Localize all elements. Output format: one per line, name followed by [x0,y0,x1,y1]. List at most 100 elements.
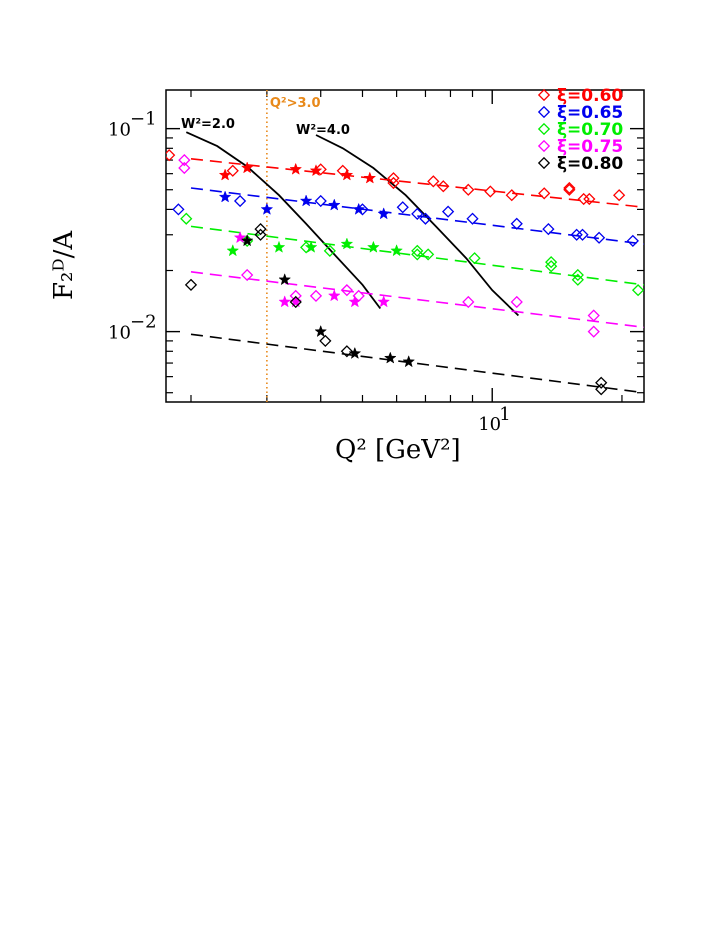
series-ξ=0.60 [166,149,644,209]
diamond-point [468,252,481,265]
star-point [363,171,377,184]
diamond-point [537,122,551,136]
plot-area [166,90,644,402]
diamond-point [180,212,193,225]
y-tick-exponent: −2 [130,312,157,333]
diamond-point [314,194,327,208]
star-point [233,231,247,244]
diamond-point [545,255,558,269]
star-point [289,295,303,308]
star-point [240,234,254,247]
y-tick-label: 10 [108,120,131,141]
diamond-point [571,268,584,282]
diamond-point [422,248,435,261]
series-ξ=0.80 [184,222,644,396]
x-tick-label: 10 [478,414,501,435]
star-point [390,244,403,257]
diamond-point [576,228,589,241]
diamond-point [336,164,349,177]
diamond-point [233,194,247,208]
diamond-point [178,153,191,167]
fit-line [190,187,644,245]
diamond-point [583,192,596,206]
diamond-point [537,88,551,102]
star-point [383,351,397,364]
plot-frame [165,89,645,403]
diamond-point [537,156,551,170]
diamond-point [510,217,523,230]
diamond-point [577,192,590,206]
diamond-point [319,334,332,348]
star-point [377,295,391,308]
q2-cut-label: Q²>3.0 [270,96,321,111]
legend-entry: ξ=0.65 [537,103,623,123]
diamond-point [411,207,424,221]
diamond-point [166,149,176,162]
star-point [348,295,362,308]
legend-entry: ξ=0.80 [537,154,623,174]
fit-line [190,271,644,329]
star-point [218,168,232,181]
diamond-point [595,376,608,389]
x-tick-exponent: 1 [499,404,510,425]
y-axis-title: F₂ᴰ/A [49,230,79,300]
star-point [309,164,323,177]
axes [165,89,645,403]
x-axis-title: Q² [GeV²] [335,435,461,465]
star-point [327,198,341,211]
star-point [278,295,292,308]
legend-label: ξ=0.60 [557,86,623,106]
y-tick-label: 10 [108,323,131,344]
diamond-point [538,187,551,200]
w2-curve [185,131,382,310]
fit-line [190,333,644,394]
diamond-point [172,203,185,216]
diamond-point [545,260,558,273]
diamond-point [466,212,479,225]
star-point [340,237,354,250]
star-point [278,273,292,286]
star-point [240,161,254,174]
diamond-point [631,284,644,297]
diamond-point [542,222,555,236]
diamond-point [254,222,267,236]
diamond-point [437,180,450,193]
legend-label: ξ=0.75 [557,137,623,157]
diamond-point [537,139,551,153]
diamond-point [309,289,323,302]
star-point [327,289,341,302]
diamond-point [411,248,424,261]
star-point [289,162,303,175]
diamond-point [587,325,600,338]
diamond-point [184,278,198,291]
diamond-point [441,205,455,218]
diamond-point [427,175,440,188]
diamond-point [462,295,475,309]
star-point [367,240,380,253]
diamond-point [289,295,302,309]
diamond-point [387,176,400,190]
series-ξ=0.70 [180,212,644,297]
diamond-point [340,284,354,297]
diamond-point [226,164,239,177]
star-point [226,244,240,257]
legend-label: ξ=0.70 [557,120,623,140]
diamond-point [571,273,584,286]
series-ξ=0.75 [178,153,644,338]
legend-entry: ξ=0.60 [537,86,623,106]
diamond-point [387,172,400,185]
diamond-point [510,295,523,309]
star-point [377,207,391,220]
diamond-point [254,228,267,241]
star-point [304,240,318,253]
diamond-point [587,309,600,322]
legend-entry: ξ=0.75 [537,137,623,157]
star-point [402,355,416,368]
diamond-point [595,383,608,396]
star-point [260,202,274,215]
diamond-point [505,189,518,202]
diamond-point [178,161,191,175]
star-point [340,168,354,181]
